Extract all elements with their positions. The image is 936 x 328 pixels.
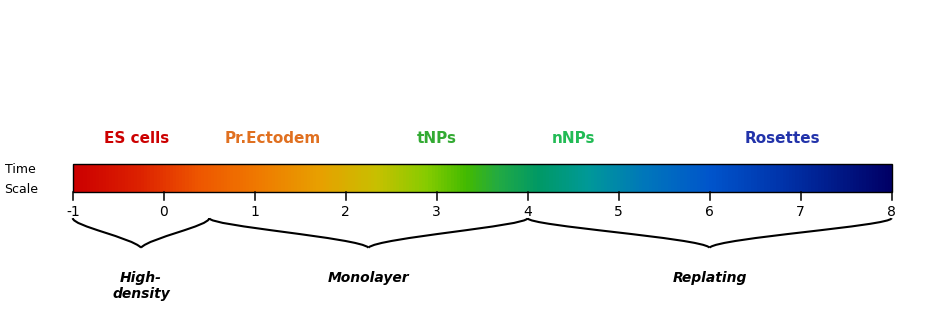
Text: 7: 7: [796, 205, 804, 219]
Bar: [73, 164, 890, 192]
Text: 6: 6: [705, 205, 713, 219]
Text: 8: 8: [886, 205, 895, 219]
Text: 5: 5: [614, 205, 622, 219]
Text: High-
density: High- density: [112, 271, 169, 301]
Text: 1: 1: [250, 205, 259, 219]
Text: Monolayer: Monolayer: [328, 271, 409, 285]
Text: Replating: Replating: [672, 271, 746, 285]
Text: Rosettes: Rosettes: [744, 131, 819, 146]
Text: 4: 4: [522, 205, 532, 219]
Text: -1: -1: [66, 205, 80, 219]
Text: nNPs: nNPs: [550, 131, 594, 146]
Text: 0: 0: [159, 205, 168, 219]
Text: Pr.Ectodem: Pr.Ectodem: [225, 131, 321, 146]
Text: tNPs: tNPs: [417, 131, 456, 146]
Text: Scale: Scale: [5, 183, 38, 196]
Text: ES cells: ES cells: [104, 131, 168, 146]
Text: 2: 2: [341, 205, 350, 219]
Text: Time: Time: [5, 163, 36, 176]
Text: 3: 3: [431, 205, 441, 219]
